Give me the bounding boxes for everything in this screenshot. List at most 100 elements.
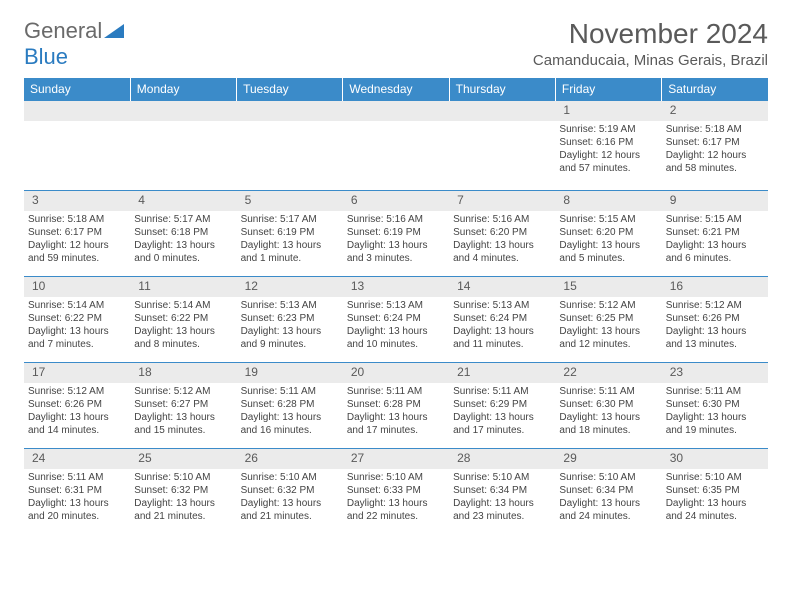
day-number (134, 101, 142, 119)
day-cell-content: Sunrise: 5:10 AMSunset: 6:32 PMDaylight:… (241, 471, 339, 523)
day-number: 12 (241, 277, 262, 295)
day-cell: Sunrise: 5:18 AMSunset: 6:17 PMDaylight:… (24, 211, 130, 277)
page-subtitle: Camanducaia, Minas Gerais, Brazil (533, 52, 768, 69)
day-cell-content: Sunrise: 5:16 AMSunset: 6:19 PMDaylight:… (347, 213, 445, 265)
day-number (241, 101, 249, 119)
day-number-cell: 6 (343, 191, 449, 211)
day-number-cell: 14 (449, 277, 555, 297)
sunrise-text: Sunrise: 5:10 AM (666, 471, 764, 484)
day-cell: Sunrise: 5:13 AMSunset: 6:24 PMDaylight:… (343, 297, 449, 363)
day-cell: Sunrise: 5:16 AMSunset: 6:20 PMDaylight:… (449, 211, 555, 277)
day-number-cell: 10 (24, 277, 130, 297)
daylight-text: Daylight: 13 hours and 4 minutes. (453, 239, 551, 265)
day-cell-content: Sunrise: 5:13 AMSunset: 6:23 PMDaylight:… (241, 299, 339, 351)
day-cell-content: Sunrise: 5:11 AMSunset: 6:31 PMDaylight:… (28, 471, 126, 523)
sunrise-text: Sunrise: 5:11 AM (347, 385, 445, 398)
sunrise-text: Sunrise: 5:13 AM (453, 299, 551, 312)
day-cell: Sunrise: 5:10 AMSunset: 6:34 PMDaylight:… (449, 469, 555, 535)
daylight-text: Daylight: 13 hours and 7 minutes. (28, 325, 126, 351)
day-number: 26 (241, 449, 262, 467)
daylight-text: Daylight: 13 hours and 1 minute. (241, 239, 339, 265)
sunrise-text: Sunrise: 5:12 AM (666, 299, 764, 312)
day-number-cell: 23 (662, 363, 768, 383)
sunrise-text: Sunrise: 5:13 AM (347, 299, 445, 312)
day-number: 6 (347, 191, 362, 209)
day-number-cell: 28 (449, 449, 555, 469)
daylight-text: Daylight: 12 hours and 57 minutes. (559, 149, 657, 175)
day-cell: Sunrise: 5:11 AMSunset: 6:28 PMDaylight:… (237, 383, 343, 449)
daylight-text: Daylight: 13 hours and 24 minutes. (666, 497, 764, 523)
day-number-row: 12 (24, 101, 768, 121)
sunset-text: Sunset: 6:24 PM (453, 312, 551, 325)
day-number-cell (449, 101, 555, 121)
day-number-cell: 26 (237, 449, 343, 469)
day-number-cell: 15 (555, 277, 661, 297)
day-cell: Sunrise: 5:16 AMSunset: 6:19 PMDaylight:… (343, 211, 449, 277)
sunrise-text: Sunrise: 5:11 AM (241, 385, 339, 398)
day-number-cell: 3 (24, 191, 130, 211)
sunset-text: Sunset: 6:27 PM (134, 398, 232, 411)
day-number: 18 (134, 363, 155, 381)
daylight-text: Daylight: 13 hours and 17 minutes. (347, 411, 445, 437)
sunset-text: Sunset: 6:20 PM (453, 226, 551, 239)
day-number: 9 (666, 191, 681, 209)
day-number-cell (343, 101, 449, 121)
sunset-text: Sunset: 6:22 PM (134, 312, 232, 325)
day-number: 17 (28, 363, 49, 381)
day-number: 4 (134, 191, 149, 209)
daylight-text: Daylight: 12 hours and 59 minutes. (28, 239, 126, 265)
sunset-text: Sunset: 6:16 PM (559, 136, 657, 149)
sunset-text: Sunset: 6:30 PM (559, 398, 657, 411)
daylight-text: Daylight: 13 hours and 23 minutes. (453, 497, 551, 523)
day-number-cell: 16 (662, 277, 768, 297)
sunrise-text: Sunrise: 5:10 AM (241, 471, 339, 484)
daylight-text: Daylight: 13 hours and 12 minutes. (559, 325, 657, 351)
daylight-text: Daylight: 13 hours and 5 minutes. (559, 239, 657, 265)
day-number-cell: 1 (555, 101, 661, 121)
day-number: 20 (347, 363, 368, 381)
day-number: 13 (347, 277, 368, 295)
sunset-text: Sunset: 6:28 PM (347, 398, 445, 411)
day-cell: Sunrise: 5:10 AMSunset: 6:33 PMDaylight:… (343, 469, 449, 535)
daylight-text: Daylight: 13 hours and 22 minutes. (347, 497, 445, 523)
sunset-text: Sunset: 6:25 PM (559, 312, 657, 325)
day-cell-content: Sunrise: 5:10 AMSunset: 6:34 PMDaylight:… (453, 471, 551, 523)
sunrise-text: Sunrise: 5:14 AM (28, 299, 126, 312)
day-cell: Sunrise: 5:17 AMSunset: 6:18 PMDaylight:… (130, 211, 236, 277)
day-cell: Sunrise: 5:11 AMSunset: 6:30 PMDaylight:… (555, 383, 661, 449)
daylight-text: Daylight: 13 hours and 11 minutes. (453, 325, 551, 351)
daylight-text: Daylight: 13 hours and 6 minutes. (666, 239, 764, 265)
day-number-cell (130, 101, 236, 121)
day-number: 3 (28, 191, 43, 209)
day-number-cell: 30 (662, 449, 768, 469)
day-number-cell: 17 (24, 363, 130, 383)
sunrise-text: Sunrise: 5:18 AM (666, 123, 764, 136)
day-cell (24, 121, 130, 191)
day-number-cell: 12 (237, 277, 343, 297)
sunset-text: Sunset: 6:26 PM (28, 398, 126, 411)
logo-text-general: General (24, 18, 102, 43)
day-cell: Sunrise: 5:14 AMSunset: 6:22 PMDaylight:… (24, 297, 130, 363)
sunrise-text: Sunrise: 5:11 AM (28, 471, 126, 484)
sunset-text: Sunset: 6:26 PM (666, 312, 764, 325)
day-cell-content: Sunrise: 5:17 AMSunset: 6:18 PMDaylight:… (134, 213, 232, 265)
day-number-cell: 19 (237, 363, 343, 383)
day-content-row: Sunrise: 5:18 AMSunset: 6:17 PMDaylight:… (24, 211, 768, 277)
day-header: Tuesday (237, 78, 343, 101)
daylight-text: Daylight: 13 hours and 15 minutes. (134, 411, 232, 437)
day-cell-content: Sunrise: 5:10 AMSunset: 6:32 PMDaylight:… (134, 471, 232, 523)
day-cell-content: Sunrise: 5:15 AMSunset: 6:20 PMDaylight:… (559, 213, 657, 265)
day-header: Wednesday (343, 78, 449, 101)
day-number-row: 17181920212223 (24, 363, 768, 383)
day-number-cell: 27 (343, 449, 449, 469)
day-cell: Sunrise: 5:13 AMSunset: 6:23 PMDaylight:… (237, 297, 343, 363)
day-number: 21 (453, 363, 474, 381)
day-cell: Sunrise: 5:10 AMSunset: 6:35 PMDaylight:… (662, 469, 768, 535)
day-number-cell: 13 (343, 277, 449, 297)
day-number: 23 (666, 363, 687, 381)
day-cell-content: Sunrise: 5:18 AMSunset: 6:17 PMDaylight:… (28, 213, 126, 265)
header: General Blue November 2024 Camanducaia, … (24, 18, 768, 70)
day-cell: Sunrise: 5:10 AMSunset: 6:34 PMDaylight:… (555, 469, 661, 535)
day-number-row: 3456789 (24, 191, 768, 211)
sunrise-text: Sunrise: 5:12 AM (134, 385, 232, 398)
